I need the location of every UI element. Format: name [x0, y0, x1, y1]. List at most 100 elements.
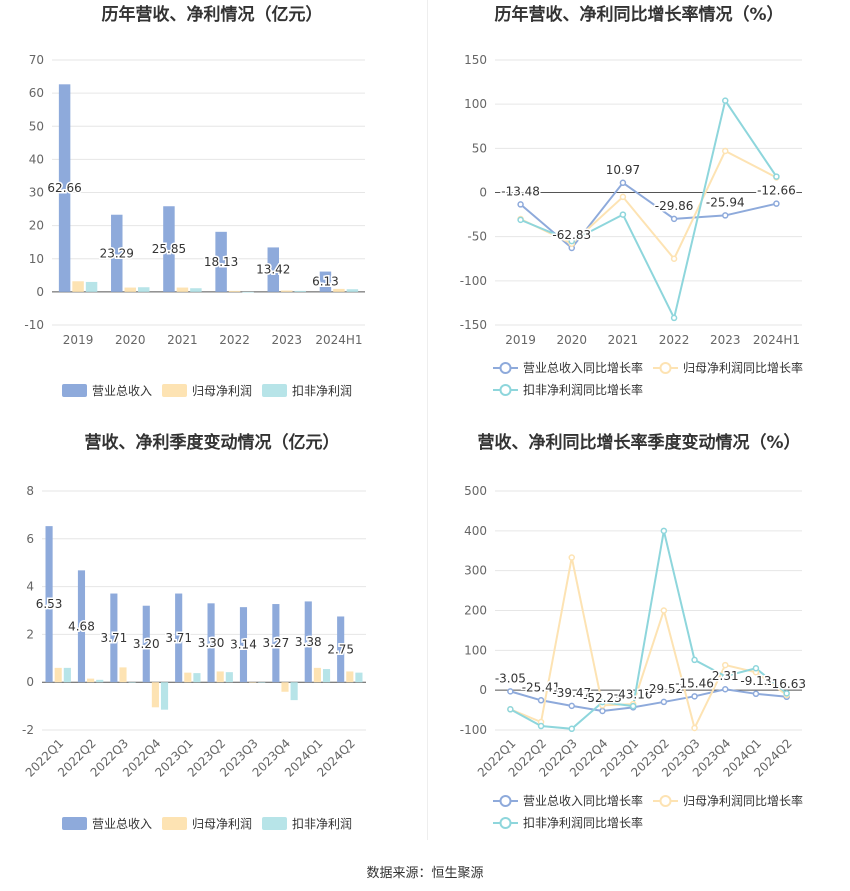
legend-swatch: [162, 817, 187, 830]
data-source-note: 数据来源：恒生聚源: [366, 866, 484, 881]
series-point-0: [507, 688, 514, 695]
data-label: -13.48: [501, 184, 540, 198]
series-point-1: [660, 607, 668, 614]
bar-2: [160, 682, 169, 710]
series-point-0: [722, 685, 729, 693]
data-label: 10.97: [606, 163, 640, 177]
legend-swatch: [262, 817, 287, 830]
legend-swatch: [262, 384, 287, 397]
series-point-0: [722, 212, 729, 219]
legend-swatch-marker: [659, 795, 672, 807]
y-tick-label: 30: [29, 186, 44, 200]
y-tick-label: -150: [460, 318, 487, 332]
series-line-0: [510, 688, 787, 712]
legend-label: 营业总收入同比增长率: [523, 793, 643, 808]
bar-2: [346, 289, 359, 292]
y-tick-label: 400: [464, 524, 487, 538]
y-tick-label: 4: [26, 580, 34, 594]
y-tick-label: 50: [29, 119, 44, 133]
x-tick-label: 2024H1: [315, 333, 362, 347]
quarterly-revenue-chart: 营收、净利季度变动情况（亿元） -2 0 2 4 6 8 2022Q1 2022Q2 2022Q3…: [0, 425, 425, 855]
bar-0: [272, 604, 280, 683]
bar-0: [111, 214, 123, 292]
panel-divider-vertical: [427, 0, 428, 840]
data-label: 3.38: [295, 635, 322, 649]
y-tick-label: 100: [464, 97, 487, 111]
y-tick-label: 100: [464, 643, 487, 657]
bar-0: [45, 526, 53, 683]
y-tick-label: 6: [26, 532, 34, 546]
data-label: 13.42: [256, 263, 290, 277]
quarterly-revenue-chart-canvas: 营收、净利季度变动情况（亿元）-2024682022Q12022Q22022Q3…: [22, 432, 366, 831]
legend-label: 归母净利润同比增长率: [683, 793, 803, 808]
series-point-0: [691, 693, 698, 700]
series-point-1: [619, 193, 627, 201]
x-tick-label: 2024H1: [753, 333, 800, 347]
series-point-0: [660, 698, 668, 706]
bar-2: [128, 682, 136, 683]
y-tick-label: 2: [26, 627, 34, 641]
data-label: 3.71: [101, 631, 128, 645]
series-point-2: [619, 211, 627, 218]
data-label: -29.86: [655, 199, 694, 213]
legend-label: 扣非净利润同比增长率: [523, 382, 643, 397]
legend-label: 扣非净利润: [292, 817, 352, 831]
series-point-2: [629, 702, 637, 710]
bar-1: [184, 672, 192, 683]
series-point-2: [507, 706, 514, 713]
bar-0: [207, 603, 215, 683]
legend-swatch-marker: [659, 362, 672, 374]
legend-label: 归母净利润: [192, 817, 252, 831]
data-label: 3.14: [230, 638, 257, 652]
bar-1: [54, 667, 62, 683]
legend-swatch: [162, 384, 187, 397]
bar-2: [258, 682, 266, 683]
x-tick-label: 2022: [219, 333, 250, 347]
legend-swatch: [62, 384, 87, 397]
bar-2: [190, 288, 202, 292]
legend-swatch-marker: [499, 795, 512, 807]
legend-swatch-marker: [499, 817, 512, 829]
legend-label: 扣非净利润同比增长率: [523, 815, 643, 830]
series-line-0: [519, 181, 777, 250]
bar-0: [319, 271, 332, 292]
data-label: -15.46: [675, 676, 714, 690]
data-label: 3.27: [263, 636, 290, 650]
series-point-2: [568, 237, 575, 245]
bar-2: [193, 673, 201, 683]
y-tick-label: -100: [460, 274, 487, 288]
series-point-2: [722, 672, 729, 680]
data-label: 2.31: [712, 669, 739, 683]
series-point-0: [537, 697, 545, 704]
y-tick-label: 8: [26, 484, 34, 498]
bar-1: [72, 281, 84, 292]
bar-1: [249, 682, 257, 683]
bar-1: [333, 288, 345, 292]
series-point-2: [670, 314, 678, 322]
x-tick-label: 2021: [167, 333, 198, 347]
bar-0: [142, 605, 150, 683]
chart-title: 营收、净利同比增长率季度变动情况（%）: [477, 432, 800, 453]
bar-1: [281, 682, 289, 692]
series-point-2: [537, 722, 545, 730]
series-point-0: [619, 179, 627, 187]
data-label: 3.30: [198, 636, 225, 650]
x-tick-label: 2019: [63, 333, 94, 347]
legend-label: 营业总收入: [92, 817, 152, 831]
series-line-1: [520, 149, 777, 261]
bar-2: [290, 682, 298, 701]
y-tick-label: 20: [29, 219, 44, 233]
x-tick-label: 2023: [271, 333, 302, 347]
series-point-2: [660, 527, 668, 535]
y-tick-label: 0: [479, 683, 487, 697]
y-tick-label: 0: [36, 285, 44, 299]
bar-1: [176, 287, 189, 292]
y-tick-label: 40: [29, 152, 44, 166]
chart-title: 历年营收、净利情况（亿元）: [102, 4, 323, 25]
data-label: 23.29: [100, 246, 134, 260]
data-label: 25.85: [152, 242, 186, 256]
data-label: -25.94: [706, 195, 745, 209]
y-tick-label: -50: [467, 230, 487, 244]
legend-label: 营业总收入: [92, 384, 152, 398]
y-tick-label: 500: [464, 484, 487, 498]
